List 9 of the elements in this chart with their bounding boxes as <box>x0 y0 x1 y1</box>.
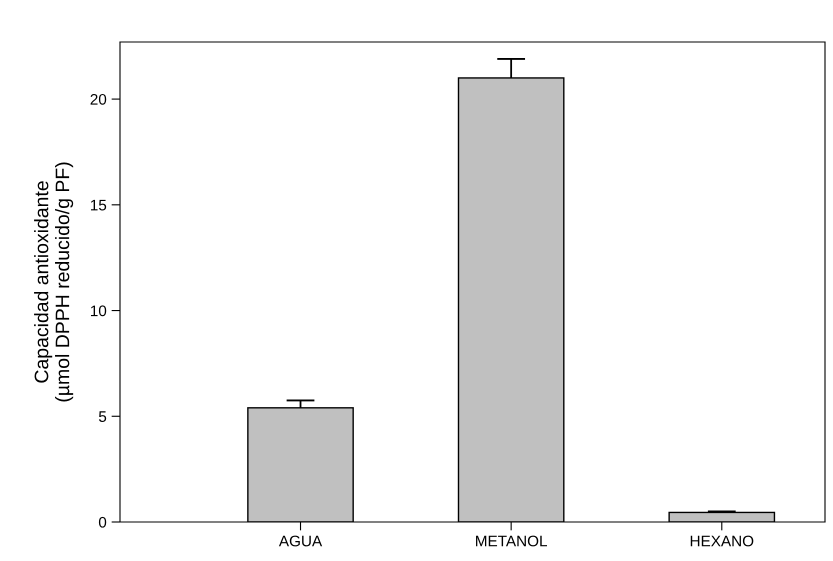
y-tick-label: 10 <box>90 305 106 316</box>
y-tick-label: 5 <box>98 411 106 422</box>
y-tick-label: 20 <box>90 94 106 105</box>
x-tick-label: AGUA <box>278 536 322 546</box>
x-tick-label: HEXANO <box>690 536 754 546</box>
y-tick-label: 0 <box>98 516 106 528</box>
y-axis-title: Capacidad antioxidante (µmol DPPH reducido/g PF) <box>34 162 74 402</box>
x-tick-label: METANOL <box>476 536 548 546</box>
y-tick-label: 15 <box>90 200 106 211</box>
